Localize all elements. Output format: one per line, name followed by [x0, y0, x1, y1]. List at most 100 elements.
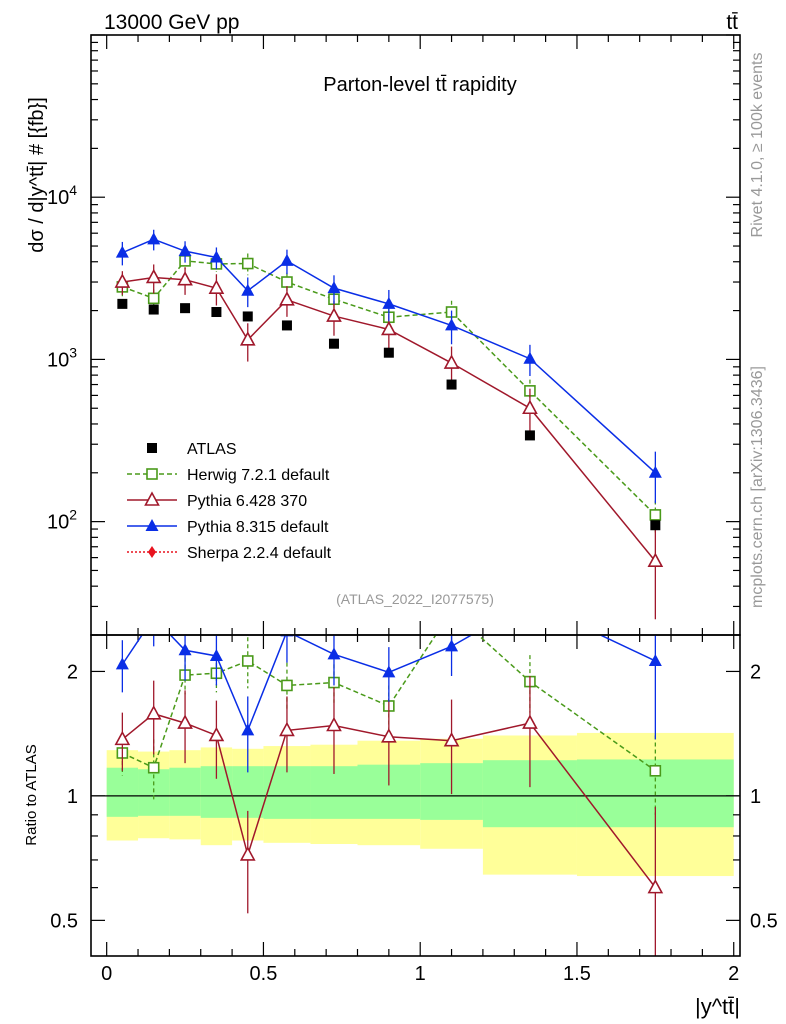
ratio-series-pythia-6-428-370 — [114, 675, 664, 956]
analysis-label: (ATLAS_2022_I2077575) — [336, 591, 494, 607]
legend-label: Sherpa 2.2.4 default — [187, 545, 332, 562]
process-label: tt̄ — [726, 11, 738, 34]
data-point — [148, 304, 159, 315]
data-point — [279, 291, 295, 306]
data-point — [239, 331, 256, 346]
ratio-point — [381, 728, 397, 743]
legend-marker — [144, 491, 160, 506]
ratio-point — [326, 716, 342, 732]
series-atlas — [117, 298, 661, 531]
main-axis-ticks: 102 103 104 0 0.5 1 1.5 2 — [47, 34, 740, 985]
data-point — [443, 354, 460, 369]
data-point — [241, 257, 254, 270]
ratio-point — [145, 705, 162, 720]
data-point — [650, 520, 661, 531]
data-point — [177, 271, 193, 286]
data-point — [147, 232, 161, 245]
ratio-ytick-label-right: 2 — [750, 661, 761, 683]
legend-marker — [146, 468, 158, 480]
data-point — [242, 311, 253, 322]
legend-marker — [147, 443, 157, 453]
ratio-ytick-label-left: 0.5 — [50, 910, 78, 932]
ratio-point — [178, 643, 192, 656]
ratio-point — [239, 846, 256, 861]
ratio-line — [121, 635, 656, 733]
main-ylabel: dσ / d|y^tt̄| # [{fb}] — [26, 97, 48, 253]
band-stat — [169, 767, 201, 816]
ratio-panel: 0.5 0.5 1 1 2 2 Ratio to ATLAS |y^tt̄| — [23, 595, 778, 1019]
ratio-point — [114, 730, 131, 746]
data-point — [648, 465, 662, 478]
legend-label: ATLAS — [187, 441, 237, 458]
series-pythia-8-315-default — [115, 229, 662, 504]
data-point — [280, 253, 294, 266]
data-point — [383, 347, 394, 358]
ratio-point — [208, 726, 225, 742]
ratio-ylabel: Ratio to ATLAS — [23, 744, 40, 845]
data-point — [382, 296, 396, 309]
data-point — [209, 250, 223, 263]
ratio-point — [445, 639, 459, 652]
ratio-point — [648, 653, 662, 666]
ratio-ytick-label-right: 0.5 — [750, 910, 778, 932]
data-point — [445, 318, 459, 331]
legend-label: Pythia 6.428 370 — [187, 493, 307, 510]
mcplots-label: mcplots.cern.ch [arXiv:1306.3436] — [749, 366, 766, 608]
ratio-series-layer — [114, 595, 664, 956]
ratio-ytick-label-left: 2 — [67, 661, 78, 683]
ratio-point — [279, 721, 295, 737]
energy-label: 13000 GeV pp — [104, 11, 239, 34]
data-point — [381, 320, 397, 336]
ytick-label: 104 — [47, 182, 77, 209]
data-point — [117, 298, 128, 309]
main-series-layer — [114, 229, 664, 620]
data-point — [178, 244, 192, 257]
ratio-series-pythia-8-315-default — [115, 595, 662, 773]
data-point — [241, 283, 255, 296]
main-title: Parton-level tt̄ rapidity — [323, 74, 516, 96]
data-point — [281, 276, 293, 288]
legend-label: Pythia 8.315 default — [187, 519, 329, 536]
data-point — [115, 245, 129, 258]
data-point — [145, 268, 162, 284]
ratio-point — [522, 714, 538, 729]
legend-marker — [148, 546, 156, 558]
legend-entry: Herwig 7.2.1 default — [127, 467, 330, 484]
data-point — [522, 399, 538, 415]
ratio-point — [147, 611, 160, 623]
data-point — [647, 552, 664, 568]
ratio-point — [115, 657, 129, 670]
ratio-point — [647, 878, 664, 894]
legend-label: Herwig 7.2.1 default — [187, 467, 330, 484]
xtick-label: 2 — [728, 963, 739, 985]
series-pythia-6-428-370 — [114, 264, 664, 620]
data-point — [649, 509, 662, 521]
ratio-point — [209, 648, 223, 661]
data-point — [180, 303, 191, 314]
band-stat — [263, 766, 311, 819]
legend-entry: Pythia 8.315 default — [127, 519, 329, 536]
ratio-point — [281, 679, 293, 692]
xtick-label: 0.5 — [250, 963, 278, 985]
data-point — [326, 307, 342, 322]
uncertainty-bands — [91, 732, 740, 877]
legend-entry: ATLAS — [147, 441, 237, 458]
data-point — [147, 292, 160, 305]
ratio-point — [649, 765, 662, 777]
band-stat — [106, 767, 139, 817]
ratio-ytick-label-right: 1 — [750, 786, 761, 808]
data-point — [327, 281, 341, 294]
ratio-point — [523, 595, 536, 607]
ratio-point — [177, 714, 193, 729]
xtick-label: 0 — [101, 963, 112, 985]
legend-entry: Pythia 6.428 370 — [127, 491, 307, 510]
ratio-point — [447, 606, 457, 616]
ytick-label: 102 — [47, 507, 77, 534]
legend: ATLAS Herwig 7.2.1 default Pythia 6.428 37… — [127, 441, 332, 562]
ytick-label: 103 — [47, 344, 77, 371]
xaxis-label: |y^tt̄| — [695, 994, 740, 1019]
data-point — [208, 279, 225, 294]
legend-entry: Sherpa 2.2.4 default — [127, 545, 332, 562]
ratio-axis-ticks: 0.5 0.5 1 1 2 2 — [50, 661, 778, 932]
